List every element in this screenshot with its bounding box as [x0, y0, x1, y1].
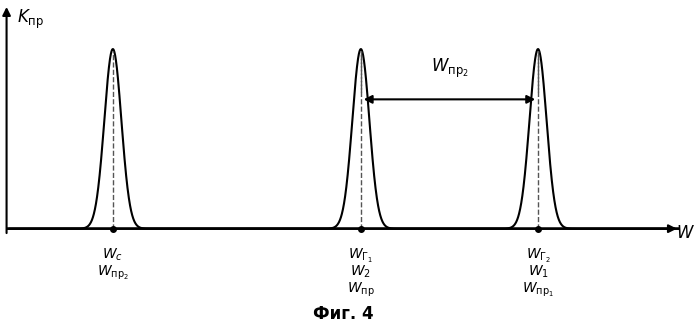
- Text: $W_{\mathbf{\text{пр}}_1}$: $W_{\mathbf{\text{пр}}_1}$: [522, 281, 554, 299]
- Text: $W_2$: $W_2$: [351, 264, 371, 280]
- Text: $W_{\Gamma_1}$: $W_{\Gamma_1}$: [349, 246, 373, 265]
- Text: Фиг. 4: Фиг. 4: [313, 305, 374, 323]
- Text: $W$: $W$: [676, 224, 695, 242]
- Text: $W_{\mathbf{\text{пр}}}$: $W_{\mathbf{\text{пр}}}$: [347, 281, 374, 299]
- Text: $W_{\mathbf{\text{пр}}_2}$: $W_{\mathbf{\text{пр}}_2}$: [430, 56, 468, 79]
- Text: $K_{\mathbf{\text{пр}}}$: $K_{\mathbf{\text{пр}}}$: [18, 8, 44, 31]
- Text: $W_{\Gamma_2}$: $W_{\Gamma_2}$: [526, 246, 550, 265]
- Text: $W_c$: $W_c$: [102, 246, 123, 263]
- Text: $W_{\mathbf{\text{пр}}_2}$: $W_{\mathbf{\text{пр}}_2}$: [97, 264, 129, 282]
- Text: $W_1$: $W_1$: [528, 264, 549, 280]
